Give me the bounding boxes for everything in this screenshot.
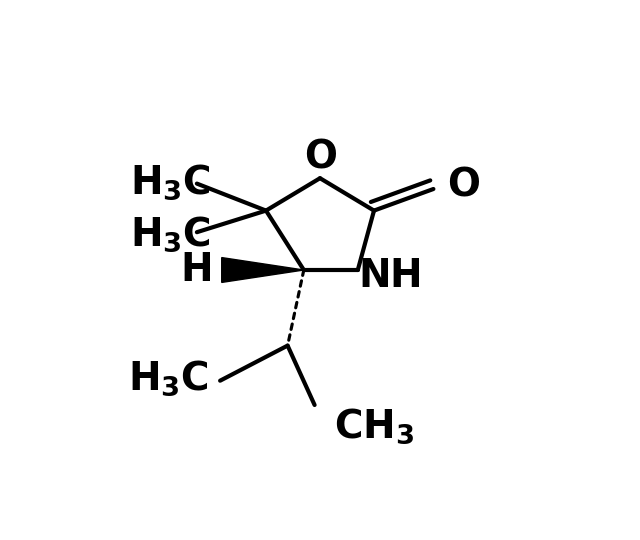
Text: $\mathbf{H_3C}$: $\mathbf{H_3C}$ <box>130 214 211 254</box>
Text: $\mathbf{O}$: $\mathbf{O}$ <box>303 138 337 176</box>
Text: $\mathbf{H}$: $\mathbf{H}$ <box>180 251 211 289</box>
Text: $\mathbf{H_3C}$: $\mathbf{H_3C}$ <box>128 358 209 398</box>
Text: $\mathbf{CH_3}$: $\mathbf{CH_3}$ <box>333 407 414 447</box>
Text: $\mathbf{H_3C}$: $\mathbf{H_3C}$ <box>130 163 211 202</box>
Text: $\mathbf{NH}$: $\mathbf{NH}$ <box>358 258 420 295</box>
Text: $\mathbf{O}$: $\mathbf{O}$ <box>447 166 479 204</box>
Polygon shape <box>221 258 304 282</box>
